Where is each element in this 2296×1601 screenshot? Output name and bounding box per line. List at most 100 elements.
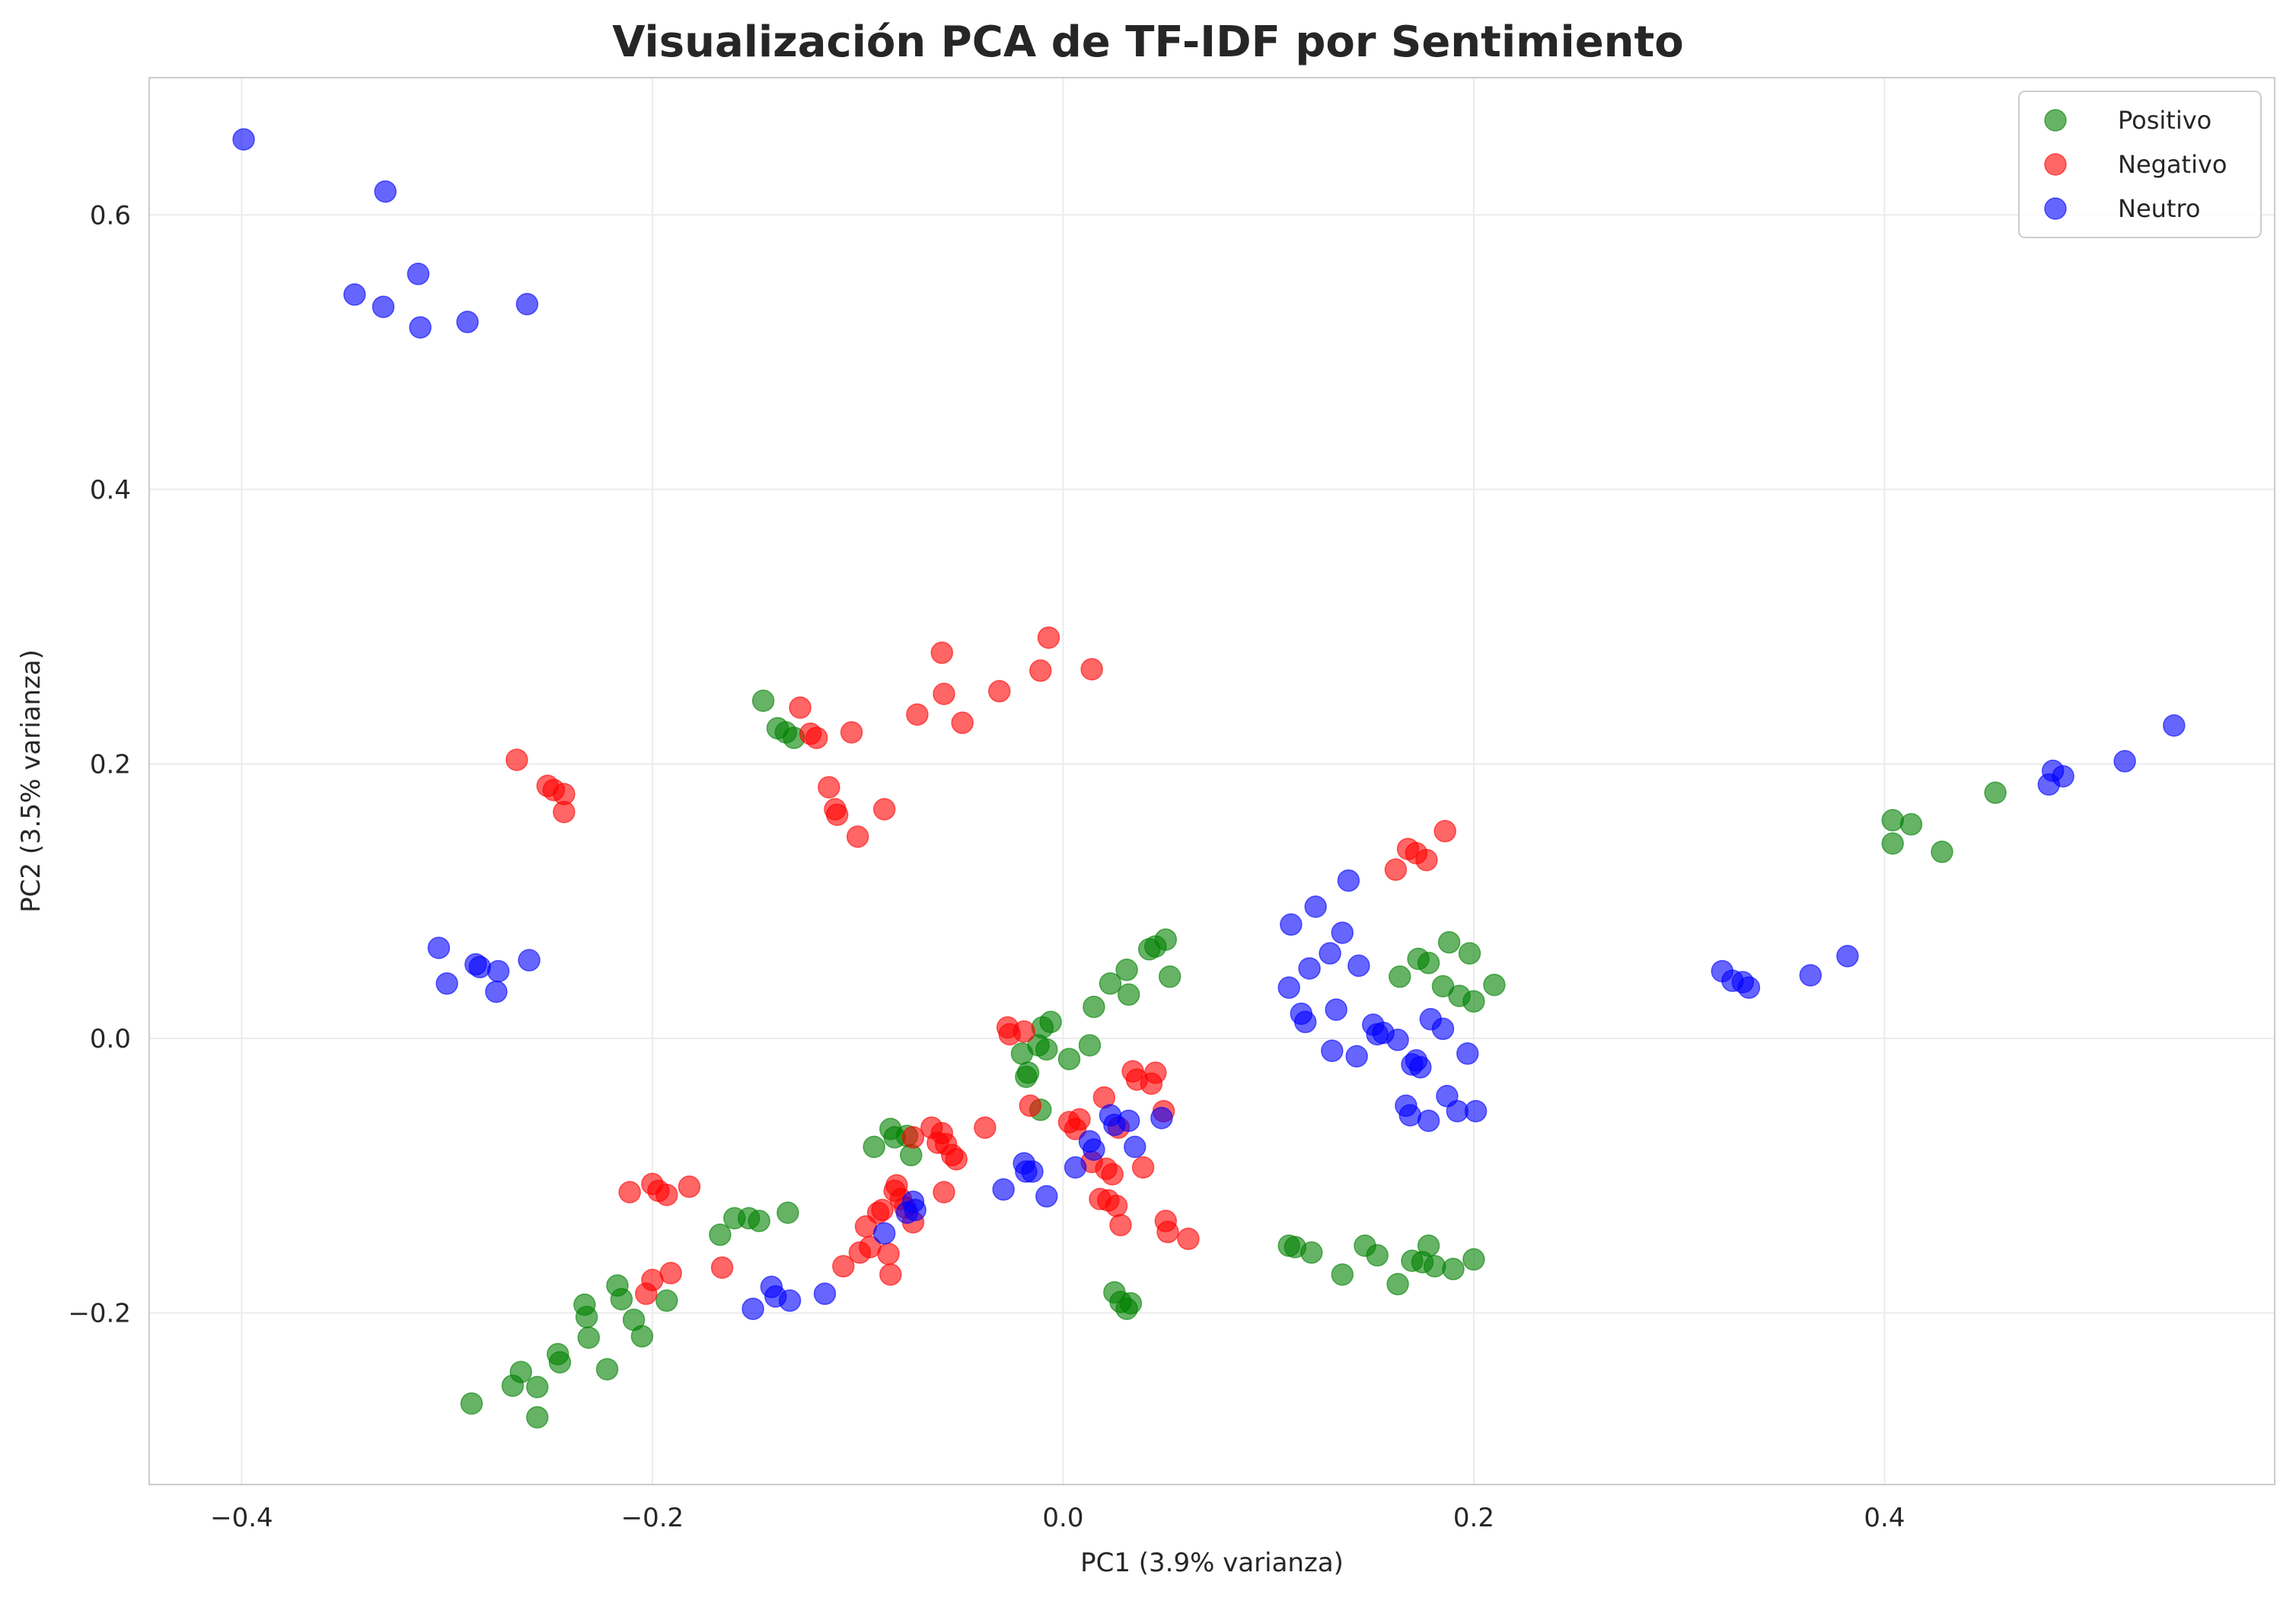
point-positivo bbox=[1099, 972, 1122, 995]
legend-marker-positivo bbox=[2044, 109, 2067, 132]
point-negativo bbox=[930, 641, 954, 665]
point-negativo bbox=[988, 680, 1011, 703]
point-positivo bbox=[610, 1287, 633, 1311]
x-tick-label: −0.4 bbox=[210, 1503, 273, 1533]
point-positivo bbox=[1483, 973, 1506, 997]
point-positivo bbox=[1462, 1248, 1485, 1271]
point-positivo bbox=[509, 1360, 533, 1383]
point-neutro bbox=[1347, 954, 1370, 978]
point-positivo bbox=[655, 1289, 678, 1312]
x-axis-ticks: −0.4 −0.2 0.0 0.2 0.4 bbox=[210, 1503, 1905, 1533]
point-neutro bbox=[1464, 1099, 1488, 1123]
point-neutro bbox=[1298, 957, 1321, 980]
point-negativo bbox=[1415, 848, 1438, 872]
point-neutro bbox=[778, 1289, 802, 1312]
point-positivo bbox=[1931, 840, 1953, 863]
point-negativo bbox=[825, 803, 849, 826]
point-neutro bbox=[1417, 1109, 1440, 1132]
point-negativo bbox=[1156, 1220, 1179, 1244]
y-tick-label: 0.2 bbox=[90, 749, 131, 780]
point-neutro bbox=[1319, 942, 1341, 965]
point-positivo bbox=[1386, 1273, 1409, 1296]
legend-marker-negativo bbox=[2044, 153, 2067, 176]
x-tick-label: 0.2 bbox=[1453, 1503, 1494, 1533]
point-positivo bbox=[1442, 1258, 1465, 1280]
point-positivo bbox=[1881, 832, 1904, 855]
point-positivo bbox=[709, 1223, 732, 1246]
point-negativo bbox=[1131, 1156, 1155, 1179]
point-negativo bbox=[933, 682, 955, 706]
point-negativo bbox=[1068, 1108, 1091, 1131]
point-positivo bbox=[526, 1405, 549, 1429]
point-neutro bbox=[486, 959, 510, 983]
point-neutro bbox=[1117, 1109, 1140, 1132]
point-negativo bbox=[1144, 1061, 1167, 1084]
point-negativo bbox=[1101, 1162, 1124, 1186]
point-neutro bbox=[1021, 1160, 1044, 1183]
point-neutro bbox=[1456, 1042, 1479, 1065]
legend-marker-neutro bbox=[2044, 197, 2067, 220]
point-negativo bbox=[879, 1263, 902, 1286]
point-negativo bbox=[945, 1147, 968, 1171]
point-negativo bbox=[505, 748, 528, 771]
point-positivo bbox=[575, 1306, 598, 1328]
point-negativo bbox=[1037, 626, 1060, 649]
x-axis-label: PC1 (3.9% varianza) bbox=[1080, 1548, 1344, 1578]
point-positivo bbox=[1158, 965, 1181, 988]
legend-label-negativo: Negativo bbox=[2118, 150, 2227, 179]
point-positivo bbox=[1016, 1061, 1040, 1084]
point-neutro bbox=[1345, 1044, 1368, 1068]
point-neutro bbox=[1386, 1029, 1409, 1051]
y-axis-label: PC2 (3.5% varianza) bbox=[16, 649, 46, 913]
point-neutro bbox=[485, 980, 508, 1003]
point-neutro bbox=[518, 949, 541, 972]
x-tick-label: 0.0 bbox=[1042, 1503, 1083, 1533]
point-negativo bbox=[872, 798, 896, 821]
point-positivo bbox=[1437, 931, 1461, 954]
point-neutro bbox=[435, 972, 458, 995]
point-neutro bbox=[2113, 750, 2136, 773]
point-neutro bbox=[1799, 964, 1822, 987]
point-positivo bbox=[1083, 995, 1105, 1019]
point-negativo bbox=[1177, 1227, 1200, 1251]
point-positivo bbox=[1119, 1292, 1143, 1315]
point-negativo bbox=[659, 1261, 682, 1285]
point-negativo bbox=[951, 711, 974, 735]
point-neutro bbox=[232, 128, 255, 151]
point-positivo bbox=[1881, 808, 1904, 832]
point-neutro bbox=[813, 1282, 837, 1306]
point-positivo bbox=[1417, 952, 1440, 974]
point-neutro bbox=[427, 936, 451, 959]
point-negativo bbox=[1384, 858, 1408, 882]
point-positivo bbox=[526, 1376, 549, 1398]
point-neutro bbox=[1150, 1106, 1173, 1130]
point-negativo bbox=[906, 703, 929, 726]
point-positivo bbox=[1366, 1244, 1389, 1267]
point-positivo bbox=[1035, 1038, 1058, 1061]
point-negativo bbox=[974, 1116, 997, 1139]
legend-label-positivo: Positivo bbox=[2118, 106, 2211, 135]
point-neutro bbox=[1304, 895, 1327, 918]
point-neutro bbox=[1325, 998, 1347, 1021]
point-neutro bbox=[2052, 764, 2074, 788]
point-neutro bbox=[741, 1297, 764, 1320]
data-points bbox=[232, 128, 2186, 1429]
point-positivo bbox=[1331, 1263, 1354, 1286]
point-neutro bbox=[409, 316, 432, 339]
point-negativo bbox=[1433, 820, 1456, 843]
point-neutro bbox=[1293, 1010, 1317, 1034]
point-positivo bbox=[748, 1210, 770, 1233]
point-positivo bbox=[1389, 965, 1411, 988]
point-negativo bbox=[1109, 1214, 1132, 1236]
point-neutro bbox=[2163, 714, 2186, 737]
legend-label-neutro: Neutro bbox=[2118, 194, 2200, 223]
point-neutro bbox=[1035, 1185, 1058, 1208]
point-negativo bbox=[618, 1181, 641, 1204]
point-neutro bbox=[872, 1222, 896, 1245]
y-tick-label: 0.6 bbox=[90, 200, 131, 231]
y-tick-label: 0.4 bbox=[90, 475, 131, 505]
point-negativo bbox=[789, 696, 812, 719]
point-negativo bbox=[1019, 1094, 1042, 1118]
point-neutro bbox=[1277, 976, 1300, 1000]
point-neutro bbox=[1280, 913, 1303, 936]
